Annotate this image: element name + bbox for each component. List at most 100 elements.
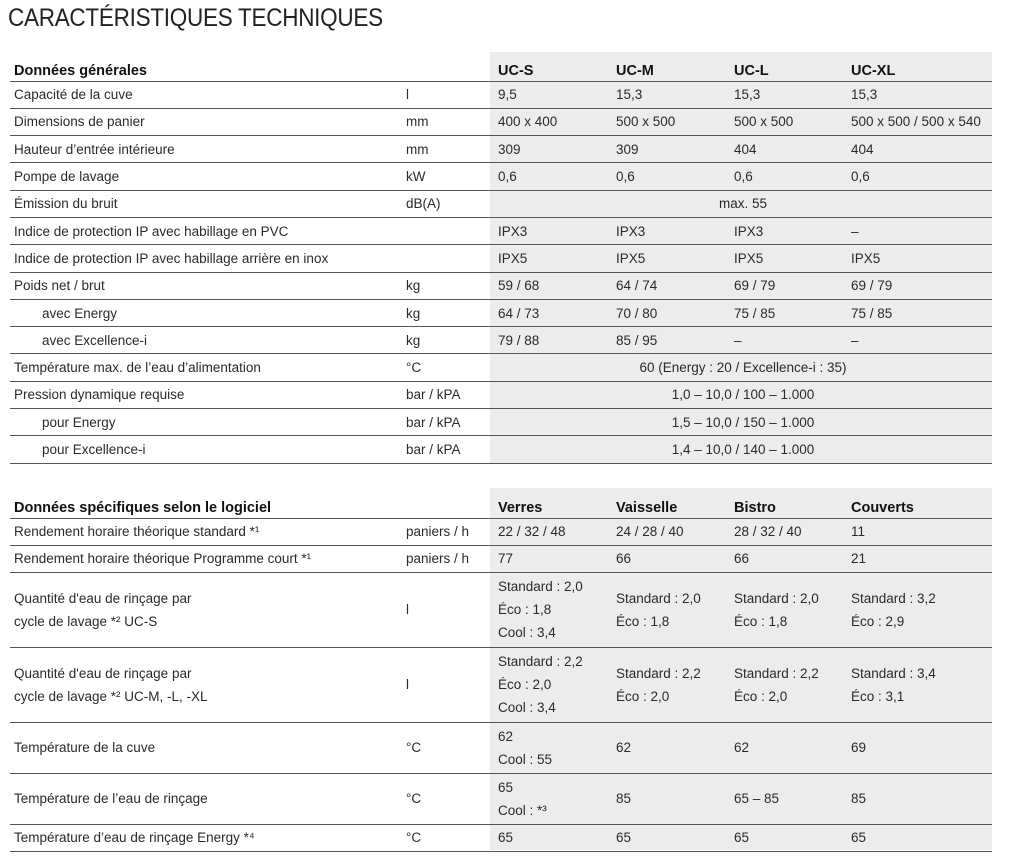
table-row: Quantité d'eau de rinçage par cycle de la… [10,572,992,648]
cell-value: 404 [730,135,847,164]
cell-value: IPX3 [494,217,612,246]
header-row: Données générales UC-S UC-M UC-L UC-XL [10,52,992,82]
unit-header [402,488,494,519]
cell-value-line: 65 [851,830,867,845]
cell-value-line: 77 [498,551,514,566]
cell-value: 21 [847,545,992,573]
page-title: CARACTÉRISTIQUES TECHNIQUES [8,4,383,32]
cell-value: 62 Cool : 55 [494,722,612,774]
cell-value: – [730,326,847,355]
row-label: avec Excellence-i [10,326,402,355]
row-unit: bar / kPA [402,408,494,437]
row-label: Indice de protection IP avec habillage e… [10,217,402,246]
column-header: Verres [494,488,612,519]
table-row: avec Energy kg 64 / 73 70 / 80 75 / 85 75 / 8… [10,299,992,328]
row-label-line: cycle de lavage *² UC-S [14,613,158,629]
cell-value: 69 / 79 [730,272,847,300]
cell-value: 69 [847,722,992,774]
row-unit: dB(A) [402,190,494,218]
spanned-value: 1,0 – 10,0 / 100 – 1.000 [494,381,992,410]
table-row: avec Excellence-i kg 79 / 88 85 / 95– – [10,326,992,355]
unit-header [402,52,494,82]
cell-value: IPX5 [847,244,992,273]
cell-value: 75 / 85 [730,299,847,328]
row-unit: °C [402,353,494,382]
spanned-value: 1,5 – 10,0 / 150 – 1.000 [494,408,992,437]
section-heading: Données spécifiques selon le logiciel [10,488,402,519]
cell-value: IPX3 [730,217,847,246]
table-row: Capacité de la cuve l 9,5 15,3 15,3 15,3 [10,81,992,109]
row-unit: mm [402,108,494,137]
cell-value: 65 [612,824,730,852]
row-unit: kg [402,299,494,328]
cell-value: 400 x 400 [494,108,612,137]
cell-value: 64 / 74 [612,272,730,300]
column-header: UC-S [494,52,612,82]
row-label: Pompe de lavage [10,162,402,191]
cell-value-line: Cool : 55 [498,751,553,767]
cell-value-line: Standard : 3,4 [851,665,936,681]
row-unit: °C [402,773,494,825]
cell-value-line: 65 [498,830,514,845]
cell-value-line: Éco : 2,0 [616,688,670,704]
cell-value: 70 / 80 [612,299,730,328]
cell-value: 79 / 88 [494,326,612,355]
row-unit [402,244,494,273]
row-unit: paniers / h [402,518,494,546]
row-label-line: Température de l’eau de rinçage [14,791,208,806]
column-header: UC-XL [847,52,992,82]
cell-value: 69 / 79 [847,272,992,300]
table-row: Température d’eau de rinçage Energy *⁴ °C… [10,824,992,852]
cell-value-line: 85 [851,791,867,806]
cell-value-line: Cool : 3,4 [498,625,556,640]
table-row: Température max. de l’eau d’alimentation… [10,353,992,382]
cell-value: 64 / 73 [494,299,612,328]
cell-value-line: 21 [851,551,867,566]
cell-value: 0,6 [494,162,612,191]
column-header: UC-M [612,52,730,82]
cell-value-line: Éco : 2,0 [734,688,788,704]
row-label: Pression dynamique requise [10,381,402,410]
row-label: Rendement horaire théorique Programme co… [10,545,402,573]
cell-value-line: 65 [734,830,750,845]
row-label: Température d’eau de rinçage Energy *⁴ [10,824,402,852]
cell-value: 309 [612,135,730,164]
row-label: avec Energy [10,299,402,328]
cell-value: 65 [730,824,847,852]
cell-value-line: 65 [498,779,514,795]
row-unit: kW [402,162,494,191]
row-unit: °C [402,824,494,852]
cell-value-line: Cool : 3,4 [498,700,556,715]
cell-value-line: 66 [734,551,750,566]
row-label-line: Rendement horaire théorique Programme co… [14,551,312,566]
cell-value: 85 [847,773,992,825]
row-label: Hauteur d’entrée intérieure [10,135,402,164]
cell-value-line: Standard : 2,2 [734,665,819,681]
row-unit: bar / kPA [402,435,494,464]
cell-value-line: Standard : 3,2 [851,590,936,606]
cell-value: Standard : 3,2 Éco : 2,9 [847,572,992,648]
cell-value: Standard : 2,0 Éco : 1,8 Cool : 3,4 [494,572,612,648]
row-label-line: Température de la cuve [14,740,156,755]
cell-value: 9,5 [494,81,612,109]
row-label: Quantité d'eau de rinçage par cycle de la… [10,572,402,648]
row-label: Quantité d'eau de rinçage par cycle de la… [10,647,402,723]
cell-value: 62 [730,722,847,774]
row-label: Dimensions de panier [10,108,402,137]
cell-value: IPX5 [612,244,730,273]
cell-value: 62 [612,722,730,774]
cell-value-line: 24 / 28 / 40 [616,524,684,539]
cell-value-line: Standard : 2,0 [734,590,819,606]
cell-value: 65 – 85 [730,773,847,825]
row-label: Indice de protection IP avec habillage a… [10,244,402,273]
cell-value-line: Éco : 1,8 [616,613,670,629]
row-label: Émission du bruit [10,190,402,218]
cell-value: 65 [494,824,612,852]
section-heading: Données générales [10,52,402,82]
cell-value: 500 x 500 [612,108,730,137]
cell-value: Standard : 3,4 Éco : 3,1 [847,647,992,723]
column-header: Couverts [847,488,992,519]
cell-value: 0,6 [612,162,730,191]
column-header: UC-L [730,52,847,82]
cell-value-line: 62 [734,740,750,755]
